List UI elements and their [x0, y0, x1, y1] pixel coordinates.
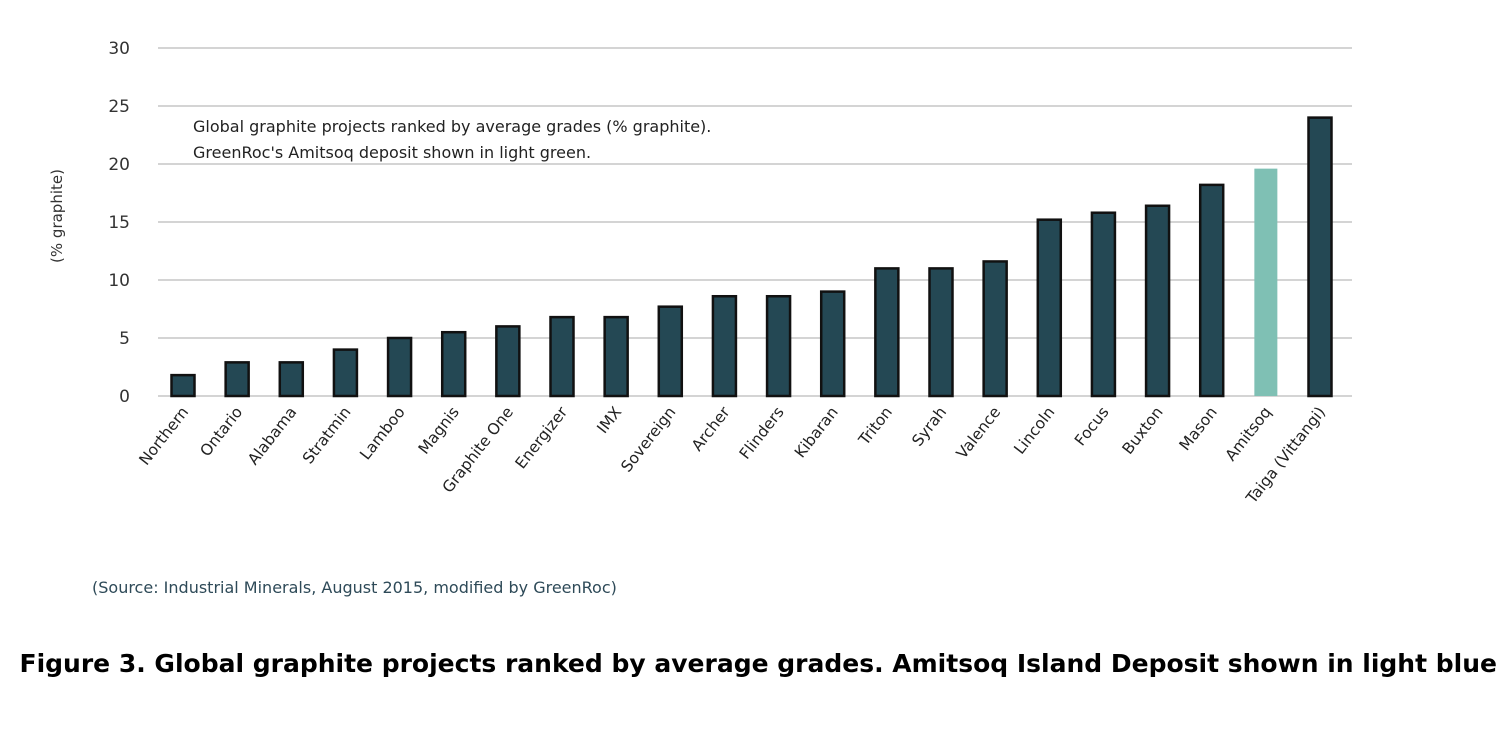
- y-tick-label: 20: [108, 155, 130, 175]
- x-tick-label: Flinders: [736, 403, 788, 462]
- y-tick-label: 5: [119, 329, 130, 349]
- bar-taiga-vittangi: [1307, 116, 1333, 398]
- bars: [170, 116, 1333, 398]
- bar-graphite-one: [495, 325, 521, 398]
- bar-lamboo: [386, 336, 413, 398]
- bar-triton: [874, 267, 900, 398]
- y-tick-label: 30: [108, 39, 130, 59]
- x-tick-label: IMX: [594, 403, 626, 437]
- x-tick-label: Focus: [1071, 403, 1112, 449]
- bar-valence: [982, 260, 1008, 398]
- annotation-line-1: Global graphite projects ranked by avera…: [193, 117, 711, 136]
- bar-northern: [170, 373, 196, 398]
- x-tick-label: Lincoln: [1010, 403, 1058, 457]
- bar-ontario: [224, 361, 250, 398]
- bar-alabama: [278, 361, 305, 398]
- source-note: (Source: Industrial Minerals, August 201…: [92, 578, 617, 597]
- x-tick-label: Amitsoq: [1222, 403, 1275, 464]
- x-tick-label: Ontario: [197, 403, 247, 460]
- x-tick-label: Valence: [953, 403, 1005, 462]
- gridlines: [158, 47, 1352, 397]
- bar-kibaran: [819, 290, 846, 398]
- bar-sovereign: [657, 305, 684, 398]
- x-tick-label: Northern: [136, 403, 193, 468]
- bar-mason: [1198, 183, 1225, 398]
- y-tick-label: 15: [108, 213, 130, 233]
- x-tick-label: Archer: [688, 403, 734, 455]
- x-tick-label: Sovereign: [617, 403, 679, 475]
- bar-energizer: [549, 315, 575, 398]
- x-tick-label: Mason: [1176, 403, 1221, 454]
- bar-imx: [603, 315, 629, 398]
- x-tick-label: Lamboo: [356, 403, 408, 463]
- bar-stratmin: [332, 348, 359, 398]
- x-tick-label: Syrah: [908, 403, 950, 449]
- annotation-line-2: GreenRoc's Amitsoq deposit shown in ligh…: [193, 143, 591, 162]
- bar-amitsoq: [1254, 168, 1278, 396]
- bar-archer: [711, 294, 738, 398]
- y-tick-label: 10: [108, 271, 130, 291]
- bar-syrah: [928, 267, 954, 398]
- y-tick-label: 0: [119, 387, 130, 407]
- x-tick-label: Buxton: [1119, 403, 1167, 457]
- bar-focus: [1090, 211, 1117, 398]
- x-tick-label: Alabama: [244, 403, 300, 468]
- x-tick-label: Kibaran: [791, 403, 842, 461]
- figure-caption: Figure 3. Global graphite projects ranke…: [19, 649, 1496, 678]
- x-tick-label: Magnis: [415, 403, 463, 457]
- bar-chart: 0 5 10 15 20 25 30 (% graphite) Global graphit…: [48, 39, 1352, 508]
- bar-buxton: [1144, 204, 1171, 398]
- x-tick-label: Energizer: [512, 403, 572, 472]
- x-tick-label: Triton: [855, 403, 896, 449]
- x-tick-label: Stratmin: [299, 403, 354, 467]
- y-axis-ticks: 0 5 10 15 20 25 30: [108, 39, 130, 407]
- bar-magnis: [440, 330, 467, 398]
- bar-flinders: [765, 294, 792, 398]
- y-tick-label: 25: [108, 97, 130, 117]
- y-axis-label: (% graphite): [48, 169, 66, 263]
- bar-lincoln: [1036, 218, 1063, 398]
